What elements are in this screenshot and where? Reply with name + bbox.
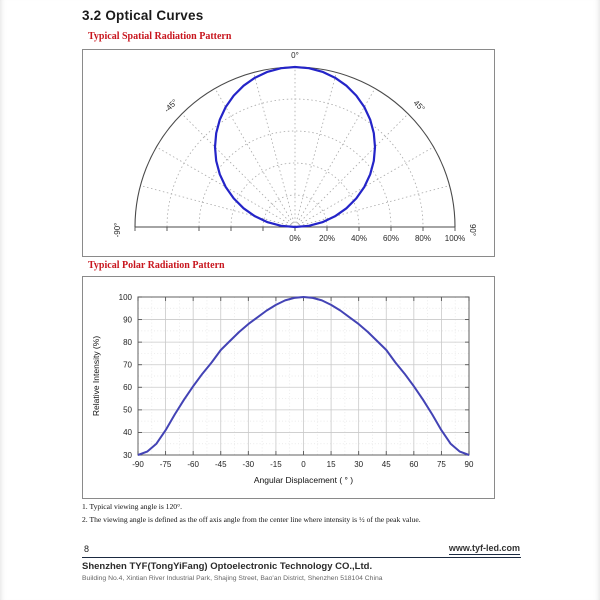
spatial-radiation-chart: 0% 20% 40% 60% 80% 100% -90° -45° 0° 45° 90°: [113, 51, 477, 243]
polar-angle-label: -45°: [163, 98, 180, 115]
polar-grid-ring: [262, 194, 328, 228]
polar-angle-label: 0°: [291, 51, 299, 60]
polar-grid-spoke: [214, 88, 296, 228]
y-tick-label: 100: [119, 293, 133, 302]
footnote-1: 1. Typical viewing angle is 120°.: [82, 502, 183, 511]
polar-radial-tick-label: 0%: [289, 234, 301, 243]
footer-rule: [82, 557, 521, 558]
polar-grid-spoke: [140, 185, 296, 228]
y-tick-label: 40: [123, 428, 132, 437]
polar-angle-label: 45°: [412, 98, 427, 113]
polar-grid-spoke: [294, 88, 376, 228]
polar-radiation-curve: [137, 296, 470, 456]
polar-grid: [140, 67, 450, 228]
polar-radial-tick-label: 80%: [415, 234, 431, 243]
x-axis-title: Angular Displacement ( ° ): [254, 475, 353, 485]
x-tick-label: 75: [437, 460, 446, 469]
chart-title-spatial: Typical Spatial Radiation Pattern: [88, 31, 232, 42]
y-tick-label: 90: [123, 315, 132, 324]
polar-grid-spoke: [253, 72, 296, 228]
x-tick-label: -45: [215, 460, 227, 469]
polar-angle-label: -90°: [113, 223, 122, 238]
x-tick-label: -90: [132, 460, 144, 469]
x-tick-label: -30: [243, 460, 255, 469]
y-tick-label: 50: [123, 406, 132, 415]
polar-angle-label: 90°: [468, 224, 477, 236]
polar-radial-tick-label: 60%: [383, 234, 399, 243]
y-tick-label: 30: [123, 451, 132, 460]
polar-grid-ring: [198, 130, 392, 228]
polar-radial-tick-label: 100%: [445, 234, 465, 243]
polar-grid-ring: [230, 162, 360, 228]
y-tick-label: 60: [123, 383, 132, 392]
polar-radial-tick-label: 40%: [351, 234, 367, 243]
spatial-radiation-curve: [213, 65, 377, 229]
x-tick-label: -60: [187, 460, 199, 469]
company-name: Shenzhen TYF(TongYiFang) Optoelectronic …: [82, 561, 373, 572]
x-tick-label: 30: [354, 460, 363, 469]
polar-grid-ring: [166, 98, 424, 228]
x-tick-label: -15: [270, 460, 282, 469]
footnote-2: 2. The viewing angle is defined as the o…: [82, 515, 421, 524]
polar-grid-spoke: [294, 72, 337, 228]
polar-grid-spoke: [181, 113, 296, 228]
section-heading: 3.2 Optical Curves: [82, 8, 204, 23]
x-tick-label: -75: [160, 460, 172, 469]
polar-radiation-chart: -90 -75 -60 -45 -30 -15 0 15 30 45 60 75 90 30 40 50 60 7…: [91, 293, 474, 485]
website-link[interactable]: www.tyf-led.com: [448, 543, 520, 555]
polar-grid-spoke: [294, 185, 450, 228]
page-number: 8: [84, 544, 90, 554]
y-tick-label: 70: [123, 361, 132, 370]
x-tick-label: 90: [465, 460, 474, 469]
polar-radial-tick-label: 20%: [319, 234, 335, 243]
x-tick-label: 0: [301, 460, 306, 469]
company-address: Building No.4, Xintian River Industrial …: [82, 575, 383, 582]
x-tick-label: 15: [327, 460, 336, 469]
polar-grid-spoke: [294, 113, 409, 228]
chart-title-polar: Typical Polar Radiation Pattern: [88, 260, 225, 271]
y-tick-label: 80: [123, 338, 132, 347]
polar-chart-frame: -90 -75 -60 -45 -30 -15 0 15 30 45 60 75 90 30 40 50 60 7…: [82, 276, 495, 499]
x-tick-label: 60: [409, 460, 418, 469]
line-grid: [137, 296, 470, 456]
spatial-chart-frame: 0% 20% 40% 60% 80% 100% -90° -45° 0° 45° 90°: [82, 49, 495, 257]
y-axis-title: Relative Intensity (%): [91, 336, 101, 416]
x-tick-label: 45: [382, 460, 391, 469]
